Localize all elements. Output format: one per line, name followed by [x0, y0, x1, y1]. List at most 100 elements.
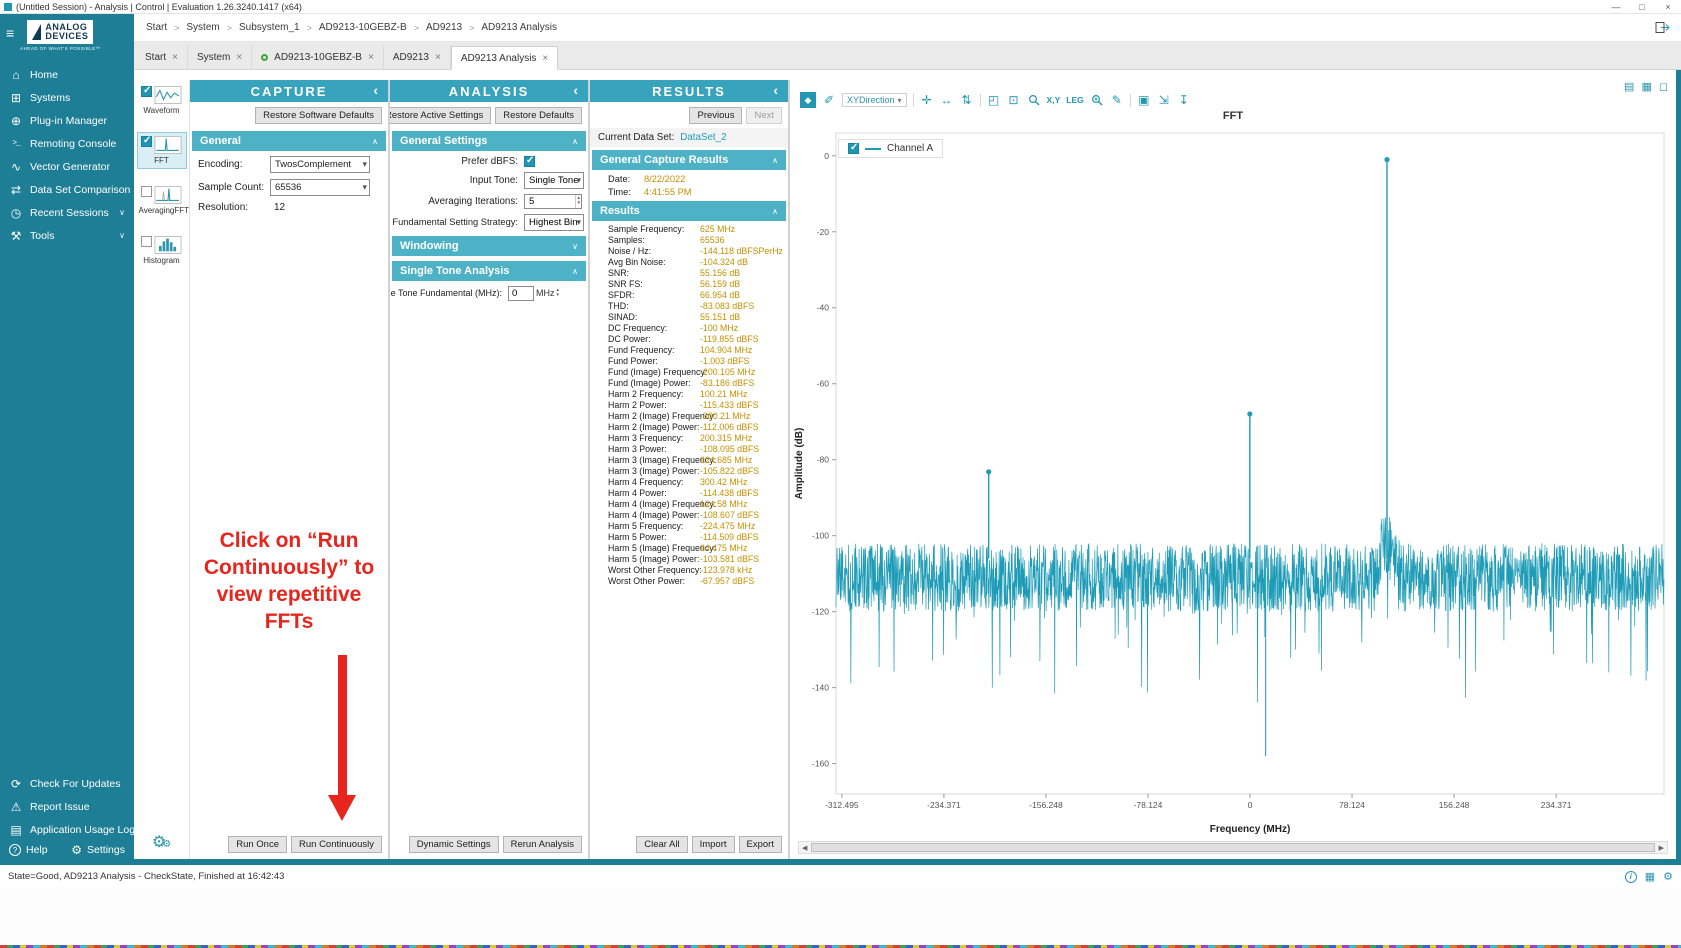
sidebar-item-remoting-console[interactable]: >_ Remoting Console [0, 132, 134, 155]
next-button[interactable]: Next [746, 107, 782, 124]
view-item-averagingfft[interactable]: AveragingFFT [137, 182, 189, 219]
xy-direction-dropdown[interactable]: XYDirection ▾ [842, 93, 907, 107]
horizontal-zoom-icon[interactable]: ↔ [940, 93, 953, 107]
image-export-icon[interactable]: ▣ [1138, 93, 1150, 107]
save-icon[interactable]: ↧ [1178, 93, 1189, 107]
view-item-histogram[interactable]: Histogram [137, 232, 187, 269]
tab-ad9213[interactable]: AD9213 × [383, 45, 451, 69]
legend-checkbox[interactable] [848, 142, 859, 154]
chart-type-icon[interactable]: ▤ [1624, 81, 1635, 93]
tab-system[interactable]: System × [187, 45, 253, 69]
breadcrumb-item-subsystem-1[interactable]: Subsystem_1 [239, 22, 300, 33]
sidebar-item-help[interactable]: ? Help [9, 844, 48, 856]
dynamic-settings-button[interactable]: Dynamic Settings [408, 836, 499, 853]
hamburger-menu-icon[interactable]: ≡ [6, 25, 15, 41]
fft-plot[interactable]: 0 -20 -40 -60 -80 -100 -120 -140 -160 -312.495 -23… [790, 125, 1676, 840]
sidebar-item-home[interactable]: ⌂ Home [0, 63, 134, 86]
view-item-fft[interactable]: FFT [136, 132, 187, 169]
clear-all-button[interactable]: Clear All [636, 836, 688, 853]
section-windowing[interactable]: Windowing ∨ [392, 236, 586, 256]
fit-view-icon[interactable]: ◰ [987, 93, 1000, 107]
sidebar-item-data-set-comparison[interactable]: ⇄ Data Set Comparison [0, 178, 134, 201]
sidebar-item-systems[interactable]: ⊞ Systems [0, 86, 134, 109]
view-item-waveform[interactable]: Waveform [137, 82, 187, 119]
close-icon[interactable]: × [172, 51, 178, 63]
tab-ad9213-analysis[interactable]: AD9213 Analysis × [450, 46, 559, 70]
section-general-capture-results[interactable]: General Capture Results ∧ [592, 150, 786, 170]
histogram-checkbox[interactable] [141, 236, 152, 247]
status-gear-icon[interactable]: ⚙ [1663, 871, 1673, 883]
info-icon[interactable]: i [1624, 870, 1637, 883]
fundamental-strategy-dropdown[interactable]: Highest Bin [524, 213, 584, 231]
previous-button[interactable]: Previous [689, 107, 743, 124]
breadcrumb-item-start[interactable]: Start [146, 22, 168, 33]
sidebar-item-application-usage-logging[interactable]: ▤ Application Usage Logging [0, 818, 155, 841]
restore-software-defaults-button[interactable]: Restore Software Defaults [255, 107, 382, 124]
scroll-left-icon[interactable]: ◀ [802, 844, 808, 852]
zoom-in-icon[interactable] [1090, 94, 1104, 106]
sidebar-item-plug-in-manager[interactable]: ⊕ Plug-in Manager [0, 109, 134, 132]
usage-grid-icon[interactable]: ▦ [1644, 871, 1656, 883]
current-dataset-value[interactable]: DataSet_2 [680, 132, 727, 143]
input-tone-dropdown[interactable]: Single Tone [524, 171, 584, 189]
pan-icon[interactable]: ✛ [921, 93, 932, 107]
spin-up-icon[interactable]: ▴ [577, 195, 580, 201]
prefer-dbfs-checkbox[interactable] [524, 155, 535, 167]
averagingfft-checkbox[interactable] [141, 186, 152, 197]
import-button[interactable]: Import [691, 836, 735, 853]
collapse-panel-icon[interactable]: ‹ [373, 82, 380, 98]
grid-view-icon[interactable]: ▦ [1641, 81, 1652, 93]
brush-icon[interactable]: ✐ [823, 93, 835, 107]
spin-down-icon[interactable]: ▾ [577, 200, 580, 206]
pin-icon[interactable]: ◆ [800, 92, 816, 108]
scroll-thumb[interactable] [811, 843, 1655, 852]
section-general-settings[interactable]: General Settings ∧ [392, 131, 586, 151]
sidebar-item-report-issue[interactable]: ⚠ Report Issue [0, 795, 134, 818]
scroll-right-icon[interactable]: ▶ [1658, 844, 1664, 852]
chart-h-scrollbar[interactable]: ◀ ▶ [798, 841, 1668, 854]
breadcrumb-item-ad9213[interactable]: AD9213 [425, 22, 463, 33]
run-once-button[interactable]: Run Once [228, 836, 287, 853]
section-results[interactable]: Results ∧ [592, 201, 786, 221]
minimize-button[interactable]: — [1611, 1, 1621, 12]
export-button[interactable]: Export [738, 836, 782, 853]
legend-toggle-button[interactable]: LEG [1066, 95, 1084, 105]
sidebar-item-tools[interactable]: ⚒ Tools ∨ [0, 224, 134, 247]
sidebar-item-check-for-updates[interactable]: ⟳ Check For Updates [0, 772, 134, 795]
breadcrumb-item-ad9213-10gebz-b[interactable]: AD9213-10GEBZ-B [318, 22, 407, 33]
close-button[interactable]: × [1665, 1, 1671, 12]
close-icon[interactable]: × [236, 51, 243, 63]
single-tone-fundamental-input[interactable]: 0 [508, 285, 534, 301]
collapse-panel-icon[interactable]: ‹ [773, 82, 780, 98]
rerun-analysis-button[interactable]: Rerun Analysis [502, 836, 582, 853]
spin-up-icon[interactable]: ▴ [556, 287, 560, 293]
restore-defaults-button[interactable]: Restore Defaults [495, 107, 582, 124]
pencil-icon[interactable]: ✎ [1111, 93, 1122, 107]
vertical-zoom-icon[interactable]: ⇅ [961, 93, 972, 107]
encoding-dropdown[interactable]: TwosComplement [270, 156, 370, 173]
open-session-icon[interactable] [1655, 21, 1671, 34]
sidebar-item-vector-generator[interactable]: ∿ Vector Generator [0, 155, 134, 178]
maximize-button[interactable]: □ [1639, 1, 1645, 12]
fft-checkbox[interactable] [141, 135, 152, 147]
sidebar-item-settings[interactable]: ⚙ Settings [71, 843, 125, 857]
tab-ad9213-10gebz-b[interactable]: AD9213-10GEBZ-B × [252, 45, 384, 69]
section-single-tone-analysis[interactable]: Single Tone Analysis ∧ [392, 261, 586, 281]
restore-active-settings-button[interactable]: Restore Active Settings [390, 107, 492, 124]
magnifier-icon[interactable] [1027, 94, 1041, 106]
tab-start[interactable]: Start × [136, 45, 188, 69]
sample-count-dropdown[interactable]: 65536 [270, 179, 370, 196]
close-icon[interactable]: × [434, 51, 441, 63]
close-icon[interactable]: × [367, 51, 374, 63]
waveform-checkbox[interactable] [141, 85, 152, 97]
close-icon[interactable]: × [542, 52, 549, 64]
breadcrumb-item-ad9213-analysis[interactable]: AD9213 Analysis [481, 22, 557, 33]
spin-down-icon[interactable]: ▾ [556, 292, 560, 298]
data-export-icon[interactable]: ⇲ [1158, 93, 1169, 107]
view-settings-gear-icon[interactable]: ⚙⚙ [151, 834, 172, 851]
section-general[interactable]: General ∧ [192, 131, 386, 151]
fullscreen-icon[interactable]: ◻ [1658, 81, 1668, 93]
xy-values-button[interactable]: X,Y [1046, 95, 1061, 105]
sidebar-item-recent-sessions[interactable]: ◷ Recent Sessions ∨ [0, 201, 134, 224]
zoom-box-icon[interactable]: ⊡ [1008, 93, 1019, 107]
